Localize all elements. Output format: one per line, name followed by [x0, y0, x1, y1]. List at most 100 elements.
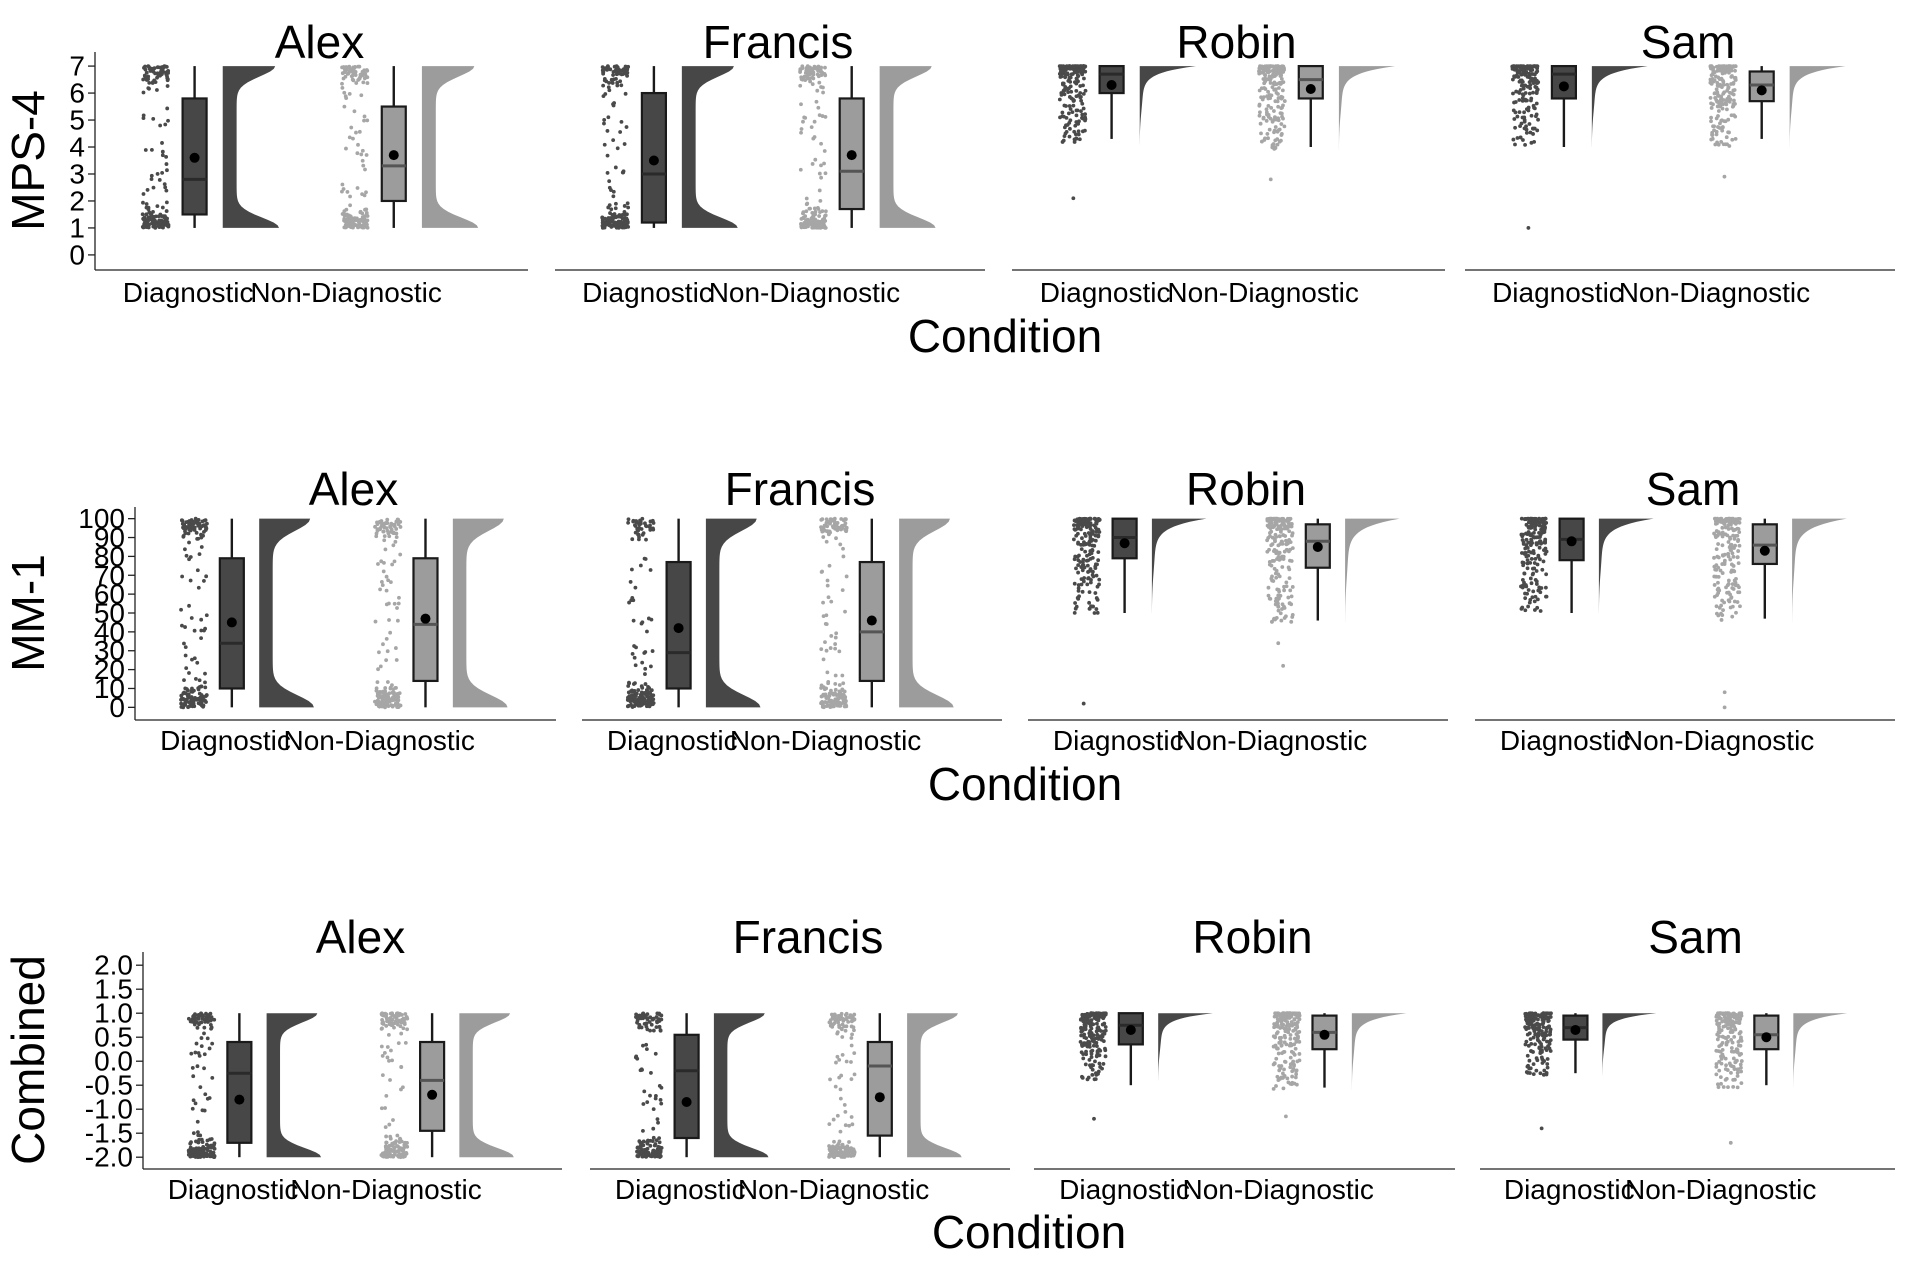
- data-point: [1094, 530, 1099, 534]
- data-point: [840, 687, 845, 692]
- data-point: [1271, 525, 1276, 530]
- data-point: [825, 703, 830, 708]
- data-point: [153, 80, 158, 85]
- data-point: [809, 125, 814, 129]
- data-point: [1062, 88, 1067, 93]
- y-tick-label: 7: [69, 51, 85, 82]
- data-point: [184, 666, 189, 671]
- data-point: [1096, 1037, 1101, 1041]
- data-point: [209, 1137, 214, 1141]
- data-point: [648, 1028, 653, 1033]
- data-point: [1274, 575, 1279, 580]
- data-point: [1095, 562, 1099, 567]
- data-point: [158, 212, 163, 217]
- data-point: [817, 80, 822, 85]
- data-point: [838, 1129, 843, 1134]
- data-point: [1074, 88, 1079, 93]
- data-point: [645, 1016, 649, 1020]
- data-point: [1289, 619, 1294, 624]
- data-point: [1717, 1068, 1722, 1073]
- data-point: [1272, 109, 1276, 113]
- data-point: [1080, 129, 1085, 134]
- x-category-label: Diagnostic: [1040, 277, 1171, 308]
- data-point: [650, 519, 655, 524]
- data-point: [354, 130, 358, 135]
- data-point: [844, 1059, 849, 1064]
- data-point: [643, 672, 647, 676]
- mean-marker: [1319, 1029, 1330, 1040]
- data-point: [826, 681, 831, 686]
- data-point: [846, 1150, 851, 1155]
- data-point: [1708, 77, 1713, 82]
- data-point: [378, 664, 383, 669]
- data-point: [640, 1068, 644, 1072]
- data-point: [1525, 591, 1530, 596]
- data-point: [1085, 1077, 1090, 1082]
- data-point: [1072, 523, 1076, 527]
- data-point: [609, 225, 614, 229]
- data-point: [1529, 1013, 1533, 1018]
- data-point: [398, 1146, 403, 1151]
- data-point: [1276, 96, 1281, 100]
- data-point: [1519, 584, 1523, 589]
- data-point: [1096, 1011, 1101, 1016]
- data-point: [1527, 122, 1532, 126]
- data-point: [654, 1138, 659, 1143]
- data-point: [837, 700, 842, 705]
- data-point: [381, 689, 386, 694]
- data-point: [1729, 595, 1734, 600]
- data-point: [199, 636, 203, 641]
- data-point: [605, 64, 610, 69]
- data-point: [1531, 90, 1535, 95]
- data-point: [1259, 95, 1263, 100]
- data-point: [385, 520, 389, 525]
- data-point: [347, 91, 352, 96]
- data-point: [382, 524, 386, 529]
- data-point: [1716, 555, 1721, 560]
- data-point: [1271, 68, 1276, 73]
- data-point: [163, 185, 168, 190]
- data-point: [1093, 1077, 1098, 1082]
- data-point: [1287, 1016, 1292, 1020]
- data-point: [1734, 1058, 1739, 1063]
- data-point: [196, 1133, 201, 1138]
- data-point: [1081, 64, 1086, 68]
- data-point: [1520, 577, 1525, 582]
- data-point: [798, 167, 803, 172]
- group-non-diagnostic: Non-Diagnostic: [283, 517, 508, 756]
- data-point: [633, 523, 637, 527]
- data-point: [389, 521, 394, 526]
- x-category-label: Non-Diagnostic: [1176, 725, 1367, 756]
- outlier-point: [1281, 663, 1286, 668]
- data-point: [607, 179, 612, 184]
- data-point: [1727, 545, 1732, 550]
- data-point: [146, 222, 150, 226]
- data-point: [823, 171, 828, 176]
- data-point: [1072, 137, 1077, 142]
- data-point: [833, 635, 838, 640]
- data-point: [625, 212, 629, 217]
- data-point: [202, 529, 206, 534]
- data-point: [1708, 96, 1713, 100]
- data-point: [845, 1015, 849, 1020]
- data-point: [1257, 113, 1262, 118]
- y-tick-label: 100: [78, 503, 125, 534]
- data-point: [1100, 1066, 1104, 1071]
- data-point: [204, 574, 209, 579]
- data-point: [1089, 1055, 1094, 1059]
- data-point: [825, 529, 830, 534]
- data-point: [1271, 1044, 1276, 1049]
- data-point: [1714, 547, 1719, 552]
- data-point: [623, 91, 628, 96]
- data-point: [644, 1042, 649, 1047]
- data-point: [1539, 1014, 1544, 1019]
- data-point: [1739, 1065, 1743, 1070]
- data-point: [1084, 542, 1088, 546]
- data-point: [1715, 83, 1720, 88]
- data-point: [165, 84, 170, 88]
- data-point: [829, 1151, 833, 1156]
- data-point: [1537, 545, 1542, 550]
- data-point: [205, 1138, 210, 1143]
- x-category-label: Non-Diagnostic: [290, 1174, 481, 1205]
- data-point: [1067, 95, 1072, 99]
